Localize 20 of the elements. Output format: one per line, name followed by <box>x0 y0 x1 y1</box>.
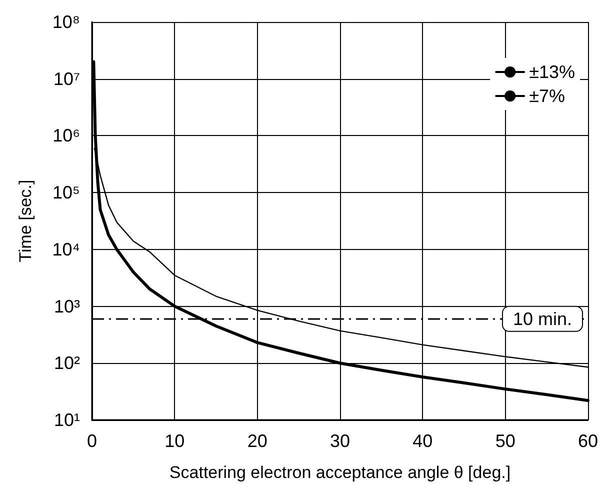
x-tick-label: 20 <box>247 431 268 451</box>
y-tick-label: 10⁶ <box>52 126 80 146</box>
y-tick-label: 10² <box>54 353 80 374</box>
x-tick-label: 40 <box>412 431 433 451</box>
y-tick-label: 10⁵ <box>52 182 80 203</box>
x-axis-title: Scattering electron acceptance angle θ [deg.] <box>169 463 511 482</box>
y-axis-title: Time [sec.] <box>16 180 35 262</box>
legend-label: ±7% <box>529 86 565 106</box>
x-tick-label: 10 <box>164 431 185 451</box>
y-tick-label: 10⁸ <box>52 12 80 32</box>
x-tick-label: 50 <box>495 431 516 451</box>
y-tick-label: 10³ <box>54 296 80 316</box>
y-tick-label: 10⁴ <box>52 239 80 260</box>
x-tick-label: 0 <box>86 431 98 451</box>
legend-label: ±13% <box>529 62 575 82</box>
y-tick-label: 10¹ <box>54 410 80 430</box>
x-tick-label: 60 <box>578 431 598 451</box>
y-tick-label: 10⁷ <box>53 68 80 89</box>
ref-line-label: 10 min. <box>512 308 572 329</box>
x-tick-label: 30 <box>330 431 350 451</box>
